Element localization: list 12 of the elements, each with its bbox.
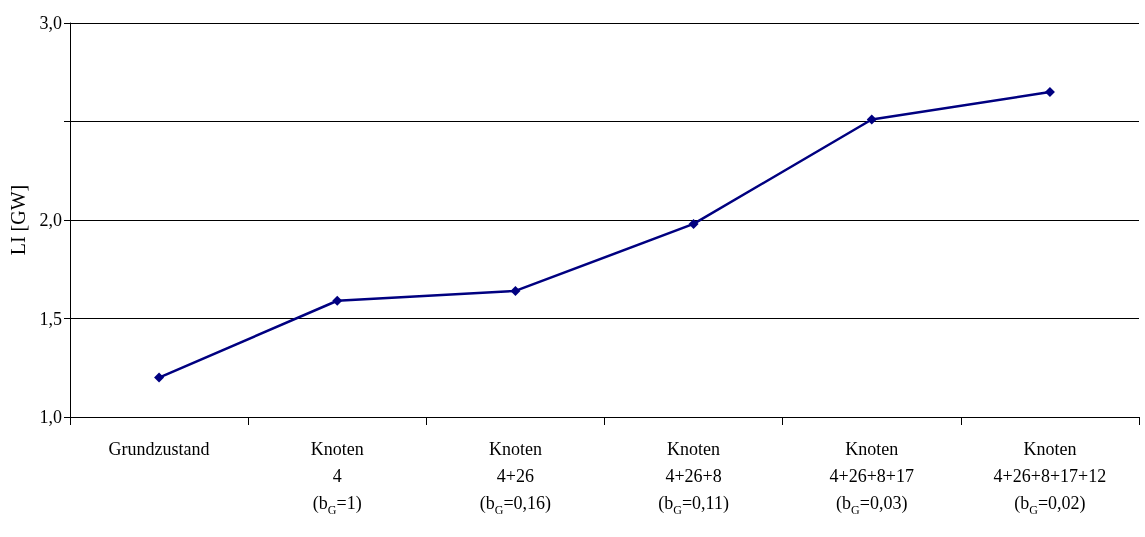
- y-tick-label: 3,0: [39, 13, 62, 33]
- point: [510, 285, 521, 296]
- point: [154, 372, 165, 383]
- point: [688, 218, 699, 229]
- y-axis-title: LI [GW]: [7, 184, 29, 256]
- x-tick-label: Grundzustand: [108, 438, 210, 459]
- y-tick-label: 1,0: [39, 407, 62, 427]
- y-tick-label: 1,5: [39, 308, 62, 329]
- point: [332, 295, 343, 306]
- point: [1044, 86, 1055, 97]
- y-tick-label: 2,0: [39, 210, 62, 230]
- point: [866, 114, 877, 125]
